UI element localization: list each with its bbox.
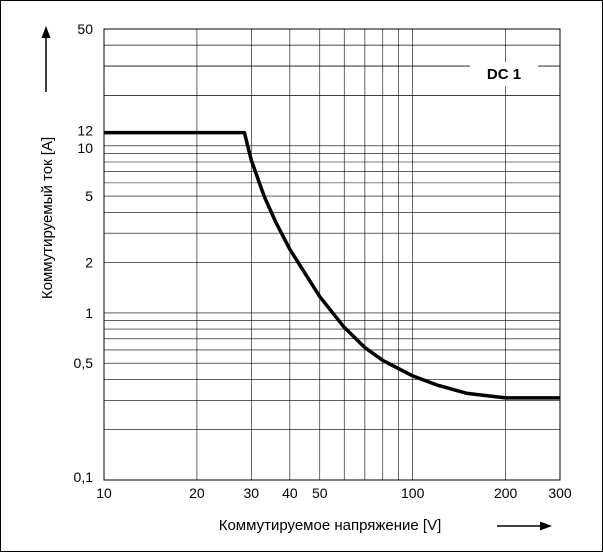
y-tick-label: 0,5 — [74, 355, 94, 371]
series-line — [104, 130, 560, 400]
annotation-background — [470, 62, 538, 86]
y-tick-label: 0,1 — [74, 469, 94, 485]
x-tick-label: 300 — [548, 485, 572, 501]
x-tick-label: 200 — [494, 485, 518, 501]
y-axis-arrow-icon — [41, 26, 51, 38]
y-tick-label: 12 — [77, 123, 93, 139]
x-tick-label: 100 — [401, 485, 425, 501]
x-tick-label: 50 — [312, 485, 328, 501]
y-tick-label: 50 — [77, 21, 93, 37]
y-tick-label: 10 — [77, 140, 93, 156]
annotation-label: DC 1 — [487, 66, 521, 83]
x-axis-arrow-icon — [540, 521, 552, 531]
x-tick-label: 30 — [244, 485, 260, 501]
x-tick-label: 20 — [189, 485, 205, 501]
series-group — [104, 130, 560, 400]
x-tick-label: 10 — [96, 485, 112, 501]
x-axis-label: Коммутируемое напряжение [V] — [219, 517, 442, 534]
y-tick-label: 1 — [85, 305, 93, 321]
x-tick-labels: 10 20 30 40 50 100 200 300 — [96, 485, 572, 501]
x-tick-label: 40 — [282, 485, 298, 501]
y-tick-label: 5 — [85, 188, 93, 204]
y-axis-label: Коммутируемый ток [A] — [39, 137, 56, 299]
plot-area-frame — [103, 28, 561, 481]
y-tick-label: 2 — [85, 255, 93, 271]
